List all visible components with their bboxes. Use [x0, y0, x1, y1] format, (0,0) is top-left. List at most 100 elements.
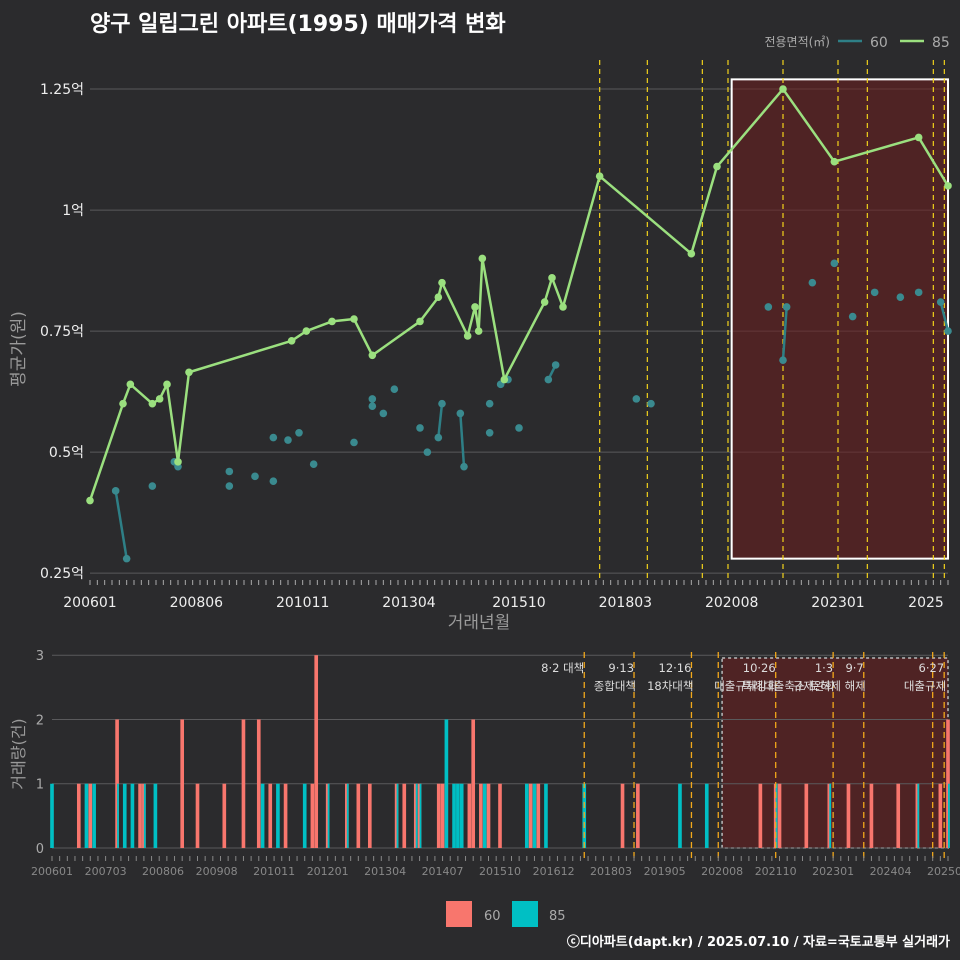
- series-60-point: [309, 460, 318, 469]
- bar-85: [92, 783, 96, 848]
- policy-label-date: 10·26: [743, 661, 776, 675]
- series-85-point: [416, 317, 424, 326]
- series-60-point: [830, 259, 839, 268]
- series-60-point: [368, 395, 377, 403]
- policy-label-desc: 특례대출축소 토허제 해제: [742, 679, 866, 693]
- bottom-x-tick-label: 200703: [85, 865, 127, 878]
- series-60-point: [632, 395, 641, 403]
- bar-85: [415, 783, 418, 848]
- bar-85: [524, 783, 529, 848]
- bar-60: [486, 783, 491, 848]
- bar-60: [88, 783, 93, 848]
- series-85-point: [126, 380, 135, 389]
- top-x-tick-label: 201510: [492, 595, 545, 611]
- bar-60: [180, 719, 185, 848]
- top-x-axis-title: 거래년월: [448, 613, 511, 633]
- bar-60: [314, 655, 319, 848]
- bar-60: [345, 783, 349, 848]
- bar-85: [122, 783, 127, 848]
- bottom-legend-label-60: 60: [484, 909, 501, 924]
- bar-85: [50, 783, 54, 848]
- bar-60: [367, 783, 372, 848]
- top-y-tick-label: 0.25억: [40, 566, 84, 582]
- bar-60: [636, 783, 640, 848]
- bar-85: [532, 783, 537, 848]
- top-highlight-box: [730, 78, 950, 560]
- bar-85: [829, 783, 832, 848]
- bar-85: [419, 783, 422, 848]
- series-60-point: [764, 303, 773, 311]
- top-y-tick-label: 1억: [62, 203, 84, 219]
- series-60-point: [485, 428, 494, 437]
- series-60-line: [781, 306, 788, 361]
- series-85-point: [463, 332, 472, 340]
- series-60-point: [148, 482, 157, 490]
- top-y-tick-label: 0.75억: [40, 324, 84, 340]
- series-60-point: [225, 467, 234, 476]
- bottom-y-tick-label: 1: [36, 778, 44, 793]
- bottom-x-tick-label: 202507: [927, 865, 960, 878]
- bar-60: [394, 783, 399, 848]
- series-60-line: [114, 490, 128, 559]
- series-60-point: [936, 298, 945, 306]
- series-85-point: [302, 327, 311, 335]
- top-x-tick-label: 201011: [276, 595, 329, 611]
- bar-85: [327, 783, 330, 848]
- series-60-point: [456, 409, 465, 418]
- series-60-line: [459, 413, 466, 467]
- bottom-x-tick-label: 201407: [422, 865, 464, 878]
- bar-85: [117, 783, 119, 848]
- top-y-tick-label: 0.5억: [49, 445, 84, 461]
- series-60-point: [782, 303, 791, 311]
- bar-60: [946, 719, 950, 848]
- series-85-point: [471, 303, 479, 311]
- bottom-x-tick-label: 201510: [479, 865, 521, 878]
- top-legend-label-60: 60: [870, 35, 888, 51]
- bar-85: [948, 783, 950, 848]
- policy-label-date: 9·13: [608, 661, 634, 675]
- bar-85: [444, 719, 449, 848]
- bar-85: [143, 783, 146, 848]
- bottom-x-tick-label: 202404: [870, 865, 912, 878]
- policy-label-date: 6·27: [919, 661, 945, 675]
- series-85-point: [830, 157, 839, 166]
- bar-85: [396, 783, 399, 848]
- series-60-point: [122, 554, 131, 563]
- bar-60: [777, 783, 782, 848]
- series-85-point: [474, 327, 483, 335]
- series-60-point: [225, 482, 234, 490]
- series-85-point: [540, 298, 549, 306]
- bar-85: [704, 783, 709, 848]
- bottom-y-tick-label: 3: [36, 649, 44, 664]
- series-85-point: [713, 162, 721, 171]
- series-60-point: [284, 436, 292, 444]
- policy-label-desc: 대출규제: [904, 679, 946, 693]
- top-x-tick-label: 200806: [170, 595, 224, 611]
- series-85-point: [350, 315, 358, 323]
- policy-label-date: 12·16: [659, 661, 692, 675]
- bar-60: [115, 719, 119, 848]
- bar-85: [678, 783, 682, 848]
- series-85-point: [86, 496, 94, 505]
- series-85-point: [287, 336, 296, 345]
- series-85-point: [148, 399, 157, 408]
- series-60-point: [914, 288, 923, 297]
- policy-label-date: 9·7: [845, 661, 863, 675]
- bar-60: [436, 783, 441, 848]
- bar-60: [256, 719, 261, 848]
- bottom-legend-swatch-60: [446, 901, 472, 927]
- policy-label-desc: 대출규제강화: [714, 679, 778, 693]
- series-60-point: [379, 409, 388, 418]
- bottom-x-tick-label: 202008: [701, 865, 743, 878]
- bar-60: [417, 783, 422, 848]
- bottom-x-tick-label: 200601: [31, 865, 73, 878]
- bottom-legend-label-85: 85: [549, 909, 566, 924]
- series-60-point: [896, 293, 905, 302]
- bottom-x-tick-label: 202110: [755, 865, 797, 878]
- bar-60: [402, 783, 407, 848]
- series-60-point: [434, 433, 443, 442]
- series-85-point: [478, 254, 487, 263]
- bar-85: [84, 783, 89, 848]
- bar-85: [302, 783, 307, 848]
- bottom-x-tick-label: 200908: [196, 865, 238, 878]
